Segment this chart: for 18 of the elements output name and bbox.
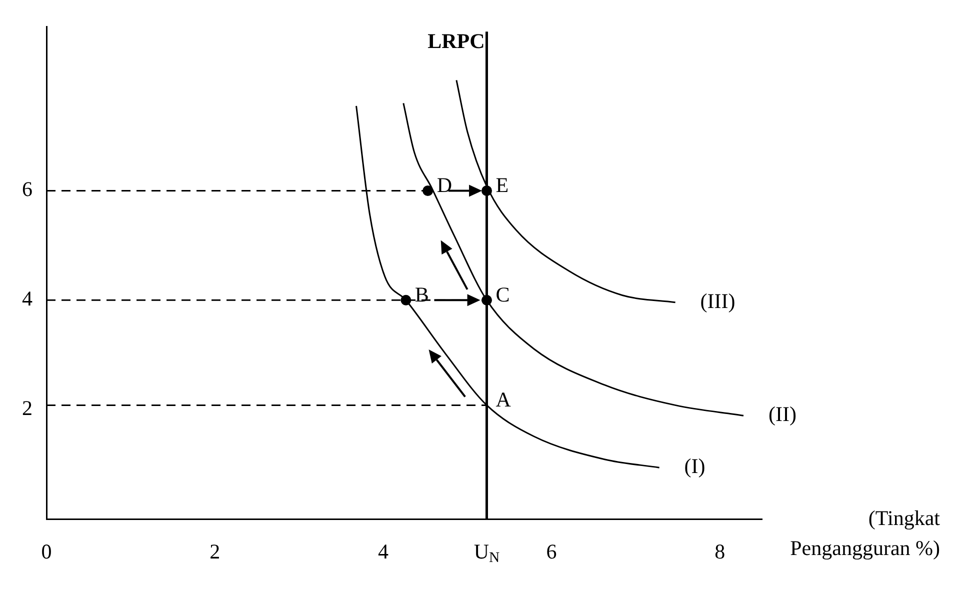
x-tick-label: 8 [714,540,726,564]
series-label: (III) [700,288,736,313]
x-tick-label: 2 [210,540,220,564]
series-label: (II) [768,402,796,426]
x-tick-label: 0 [41,540,52,564]
y-tick-label: 6 [22,177,32,202]
annotation: D [436,173,452,198]
x-tick-label: 4 [378,540,389,564]
annotation: E [496,173,509,198]
y-tick-label: 2 [22,396,32,420]
series-label: (I) [684,454,706,478]
ref-line-label: LRPC [428,29,485,54]
annotation: B [414,282,429,307]
annotation: C [496,282,510,307]
x-axis-title: (Tingkat Pengangguran %) [789,505,940,562]
y-tick-label: 4 [22,286,33,311]
annotation: A [496,388,512,412]
x-tick-label: 6 [546,540,557,564]
